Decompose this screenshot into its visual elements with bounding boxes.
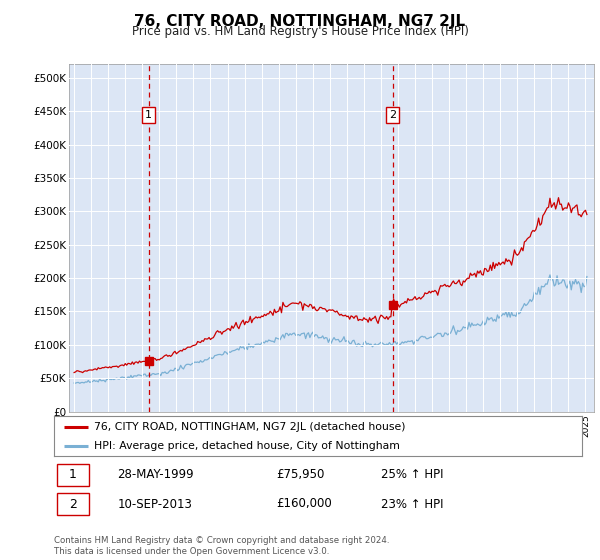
Text: Contains HM Land Registry data © Crown copyright and database right 2024.
This d: Contains HM Land Registry data © Crown c… (54, 536, 389, 556)
FancyBboxPatch shape (56, 464, 89, 486)
Text: 25% ↑ HPI: 25% ↑ HPI (382, 468, 444, 482)
Text: 2: 2 (389, 110, 396, 120)
Text: 23% ↑ HPI: 23% ↑ HPI (382, 497, 444, 511)
Text: £75,950: £75,950 (276, 468, 324, 482)
Text: 1: 1 (69, 468, 77, 482)
Text: HPI: Average price, detached house, City of Nottingham: HPI: Average price, detached house, City… (94, 441, 400, 451)
Text: Price paid vs. HM Land Registry's House Price Index (HPI): Price paid vs. HM Land Registry's House … (131, 25, 469, 38)
Text: 76, CITY ROAD, NOTTINGHAM, NG7 2JL: 76, CITY ROAD, NOTTINGHAM, NG7 2JL (134, 14, 466, 29)
Text: 10-SEP-2013: 10-SEP-2013 (118, 497, 192, 511)
Text: 2: 2 (69, 497, 77, 511)
Text: 28-MAY-1999: 28-MAY-1999 (118, 468, 194, 482)
Text: 1: 1 (145, 110, 152, 120)
FancyBboxPatch shape (56, 493, 89, 515)
Text: £160,000: £160,000 (276, 497, 332, 511)
Text: 76, CITY ROAD, NOTTINGHAM, NG7 2JL (detached house): 76, CITY ROAD, NOTTINGHAM, NG7 2JL (deta… (94, 422, 405, 432)
